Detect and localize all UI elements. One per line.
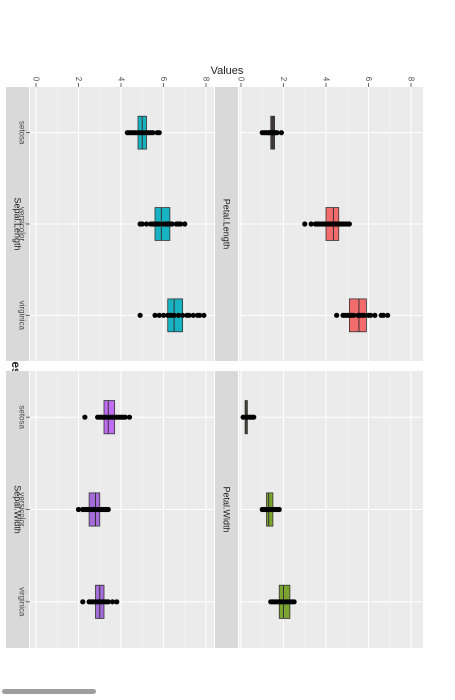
value-tick-label: 4 [117, 77, 126, 82]
data-point [197, 312, 203, 318]
y-axis-title: Values [211, 65, 244, 77]
value-tick-label: 6 [364, 77, 373, 82]
category-tick-label: versicolor [18, 492, 27, 527]
data-point [291, 599, 297, 605]
category-tick-label: virginica [18, 301, 27, 331]
data-point [180, 312, 186, 318]
data-point [276, 506, 282, 513]
data-point [175, 312, 181, 318]
facet-strip [215, 371, 238, 648]
data-point [346, 221, 352, 227]
data-point [80, 599, 86, 605]
data-point [122, 414, 128, 420]
data-point [171, 312, 177, 318]
data-point [182, 221, 188, 227]
data-point [278, 130, 284, 136]
data-point [156, 130, 162, 136]
data-point [126, 414, 133, 420]
data-point [186, 312, 192, 318]
data-point [105, 599, 111, 605]
value-tick-label: 0 [237, 77, 246, 82]
facet-strip-label: Petal.Width [222, 486, 232, 532]
facet-strip-label: Sepal.Width [13, 485, 23, 534]
data-point [385, 312, 391, 318]
category-tick-label: versicolor [18, 207, 27, 242]
data-point [82, 414, 88, 420]
data-point [150, 130, 156, 136]
data-point [251, 414, 257, 420]
facet-strip [215, 87, 238, 361]
value-tick-label: 2 [279, 77, 288, 82]
data-point [361, 312, 367, 318]
horizontal-scrollbar[interactable] [2, 689, 96, 694]
data-point [372, 312, 378, 318]
data-point [156, 221, 162, 227]
data-point [152, 312, 158, 318]
data-point [351, 312, 357, 318]
data-point [302, 221, 308, 227]
data-point [380, 312, 386, 318]
data-point [308, 221, 314, 227]
facet-strip-label: Petal.Length [222, 199, 232, 250]
category-tick-label: setosa [18, 405, 27, 429]
data-point [137, 312, 143, 318]
category-tick-label: virginica [18, 587, 27, 617]
data-point [201, 312, 207, 318]
data-point [143, 221, 150, 227]
facet-petal-length: Petal.Length [215, 87, 423, 361]
category-tick-label: setosa [18, 121, 27, 145]
data-point [114, 599, 120, 605]
facet-strip-label: Sepal.Length [13, 197, 23, 250]
data-point [139, 221, 145, 227]
facet-sepal-length: Sepal.Length [6, 87, 214, 361]
data-point [105, 506, 111, 513]
data-point [169, 221, 175, 227]
value-tick-label: 6 [159, 77, 168, 82]
facet-sepal-width: Sepal.Width [6, 371, 214, 648]
value-tick-label: 8 [202, 77, 211, 82]
data-point [109, 599, 116, 605]
value-tick-label: 0 [32, 77, 41, 82]
facet-petal-width: Petal.Width [215, 371, 423, 648]
data-point [190, 312, 196, 318]
data-point [334, 312, 340, 318]
data-point [156, 312, 162, 318]
value-tick-label: 2 [74, 77, 83, 82]
data-point [160, 312, 167, 318]
data-point [274, 130, 280, 136]
facet-strip [6, 371, 29, 648]
value-tick-label: 8 [407, 77, 416, 82]
data-point [177, 221, 184, 227]
facet-strip [6, 87, 29, 361]
data-point [75, 506, 82, 513]
value-tick-label: 4 [322, 77, 331, 82]
data-point [368, 312, 374, 318]
